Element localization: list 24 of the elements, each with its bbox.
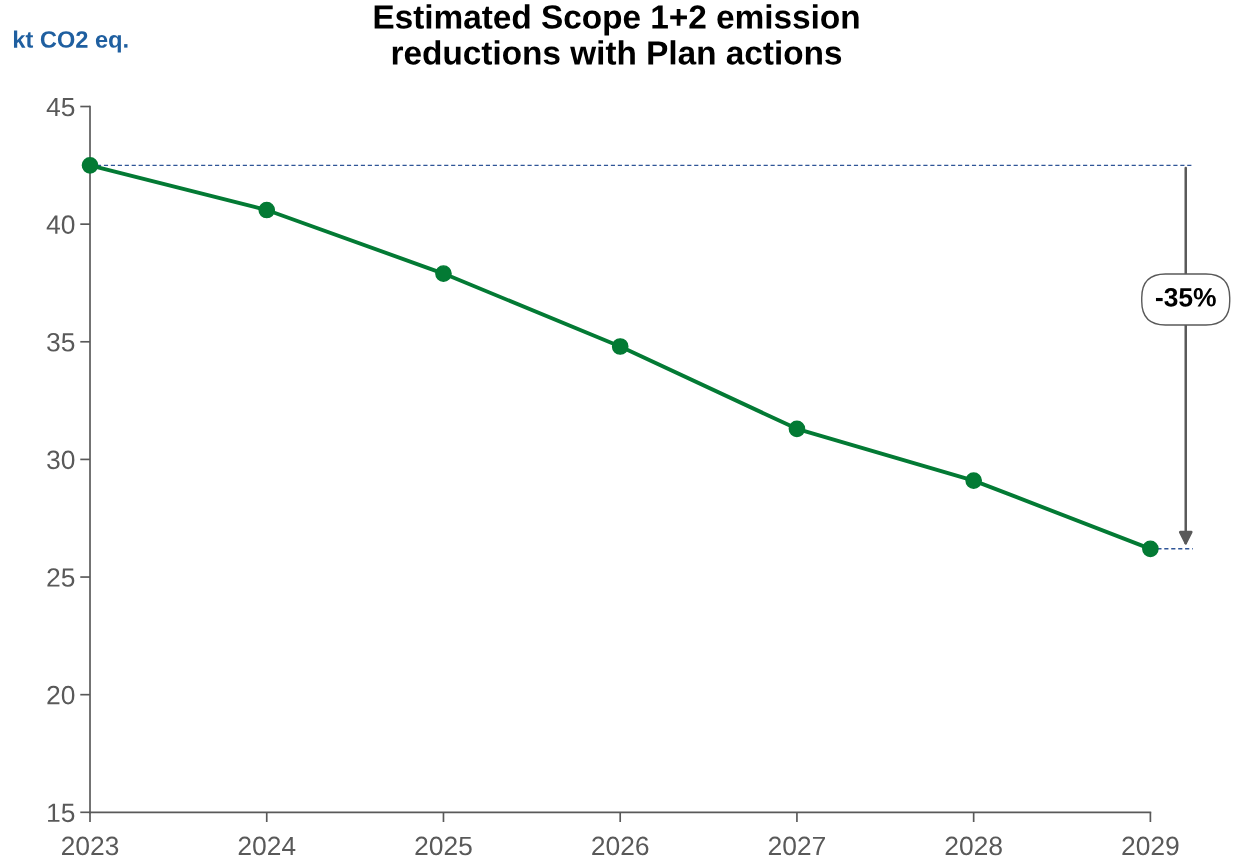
text: -35%	[1155, 287, 1216, 307]
y-tick-label: 45	[46, 97, 75, 117]
x-tick-label: 2027	[768, 836, 825, 856]
x-tick-label: 2026	[592, 836, 649, 856]
y-axis-title: kt CO2 eq.	[13, 30, 128, 53]
x-tick-label: 2029	[1122, 836, 1179, 856]
point	[611, 338, 629, 355]
point	[258, 201, 276, 219]
x-tick-label: 2023	[61, 836, 119, 856]
y-tick-label: 30	[47, 450, 75, 470]
point	[1142, 540, 1159, 558]
point	[965, 472, 982, 489]
y-tick-label: 25	[47, 568, 75, 587]
y-tick-label: 15	[48, 803, 75, 823]
point	[81, 156, 99, 174]
y-tick-label: 20	[47, 685, 75, 705]
chart-title: Estimated Scope 1+2 emission reductions with Plan actions	[374, 4, 859, 65]
x-tick-label: 2025	[415, 836, 472, 856]
y-tick-label: 40	[46, 215, 75, 234]
point	[788, 420, 806, 438]
point	[435, 265, 452, 282]
x-tick-label: 2028	[945, 836, 1002, 856]
y-tick-label: 35	[47, 332, 75, 352]
x-tick-label: 2024	[238, 836, 296, 856]
